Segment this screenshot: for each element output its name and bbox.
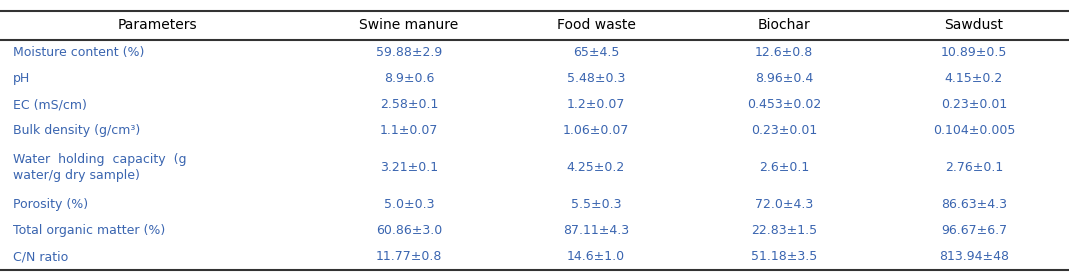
Text: 2.76±0.1: 2.76±0.1: [945, 161, 1003, 174]
Text: 59.88±2.9: 59.88±2.9: [376, 46, 441, 59]
Text: Swine manure: Swine manure: [359, 18, 459, 32]
Text: 2.6±0.1: 2.6±0.1: [759, 161, 809, 174]
Text: 60.86±3.0: 60.86±3.0: [376, 224, 441, 237]
Text: 1.06±0.07: 1.06±0.07: [562, 124, 630, 137]
Text: 14.6±1.0: 14.6±1.0: [567, 250, 625, 263]
Text: 0.23±0.01: 0.23±0.01: [941, 98, 1007, 111]
Text: Food waste: Food waste: [557, 18, 635, 32]
Text: 0.453±0.02: 0.453±0.02: [747, 98, 821, 111]
Text: 87.11±4.3: 87.11±4.3: [563, 224, 629, 237]
Text: 2.58±0.1: 2.58±0.1: [379, 98, 438, 111]
Text: 8.9±0.6: 8.9±0.6: [384, 72, 434, 85]
Text: 51.18±3.5: 51.18±3.5: [752, 250, 817, 263]
Text: 0.104±0.005: 0.104±0.005: [932, 124, 1016, 137]
Text: Bulk density (g/cm³): Bulk density (g/cm³): [13, 124, 140, 137]
Text: 10.89±0.5: 10.89±0.5: [941, 46, 1007, 59]
Text: 4.25±0.2: 4.25±0.2: [567, 161, 625, 174]
Text: pH: pH: [13, 72, 30, 85]
Text: 96.67±6.7: 96.67±6.7: [941, 224, 1007, 237]
Text: C/N ratio: C/N ratio: [13, 250, 68, 263]
Text: 1.2±0.07: 1.2±0.07: [567, 98, 625, 111]
Text: 813.94±48: 813.94±48: [939, 250, 1009, 263]
Text: 1.1±0.07: 1.1±0.07: [379, 124, 438, 137]
Text: 72.0±4.3: 72.0±4.3: [755, 198, 814, 211]
Text: 4.15±0.2: 4.15±0.2: [945, 72, 1003, 85]
Text: 5.5±0.3: 5.5±0.3: [571, 198, 621, 211]
Text: EC (mS/cm): EC (mS/cm): [13, 98, 87, 111]
Text: Sawdust: Sawdust: [944, 18, 1004, 32]
Text: Parameters: Parameters: [118, 18, 198, 32]
Text: 5.48±0.3: 5.48±0.3: [567, 72, 625, 85]
Text: Water  holding  capacity  (g
water/g dry sample): Water holding capacity (g water/g dry sa…: [13, 153, 186, 182]
Text: 65±4.5: 65±4.5: [573, 46, 619, 59]
Text: 3.21±0.1: 3.21±0.1: [379, 161, 438, 174]
Text: 86.63±4.3: 86.63±4.3: [941, 198, 1007, 211]
Text: Porosity (%): Porosity (%): [13, 198, 88, 211]
Text: 12.6±0.8: 12.6±0.8: [755, 46, 814, 59]
Text: 11.77±0.8: 11.77±0.8: [375, 250, 443, 263]
Text: 8.96±0.4: 8.96±0.4: [755, 72, 814, 85]
Text: Moisture content (%): Moisture content (%): [13, 46, 144, 59]
Text: 0.23±0.01: 0.23±0.01: [752, 124, 817, 137]
Text: Biochar: Biochar: [758, 18, 810, 32]
Text: Total organic matter (%): Total organic matter (%): [13, 224, 165, 237]
Text: 5.0±0.3: 5.0±0.3: [384, 198, 434, 211]
Text: 22.83±1.5: 22.83±1.5: [752, 224, 817, 237]
